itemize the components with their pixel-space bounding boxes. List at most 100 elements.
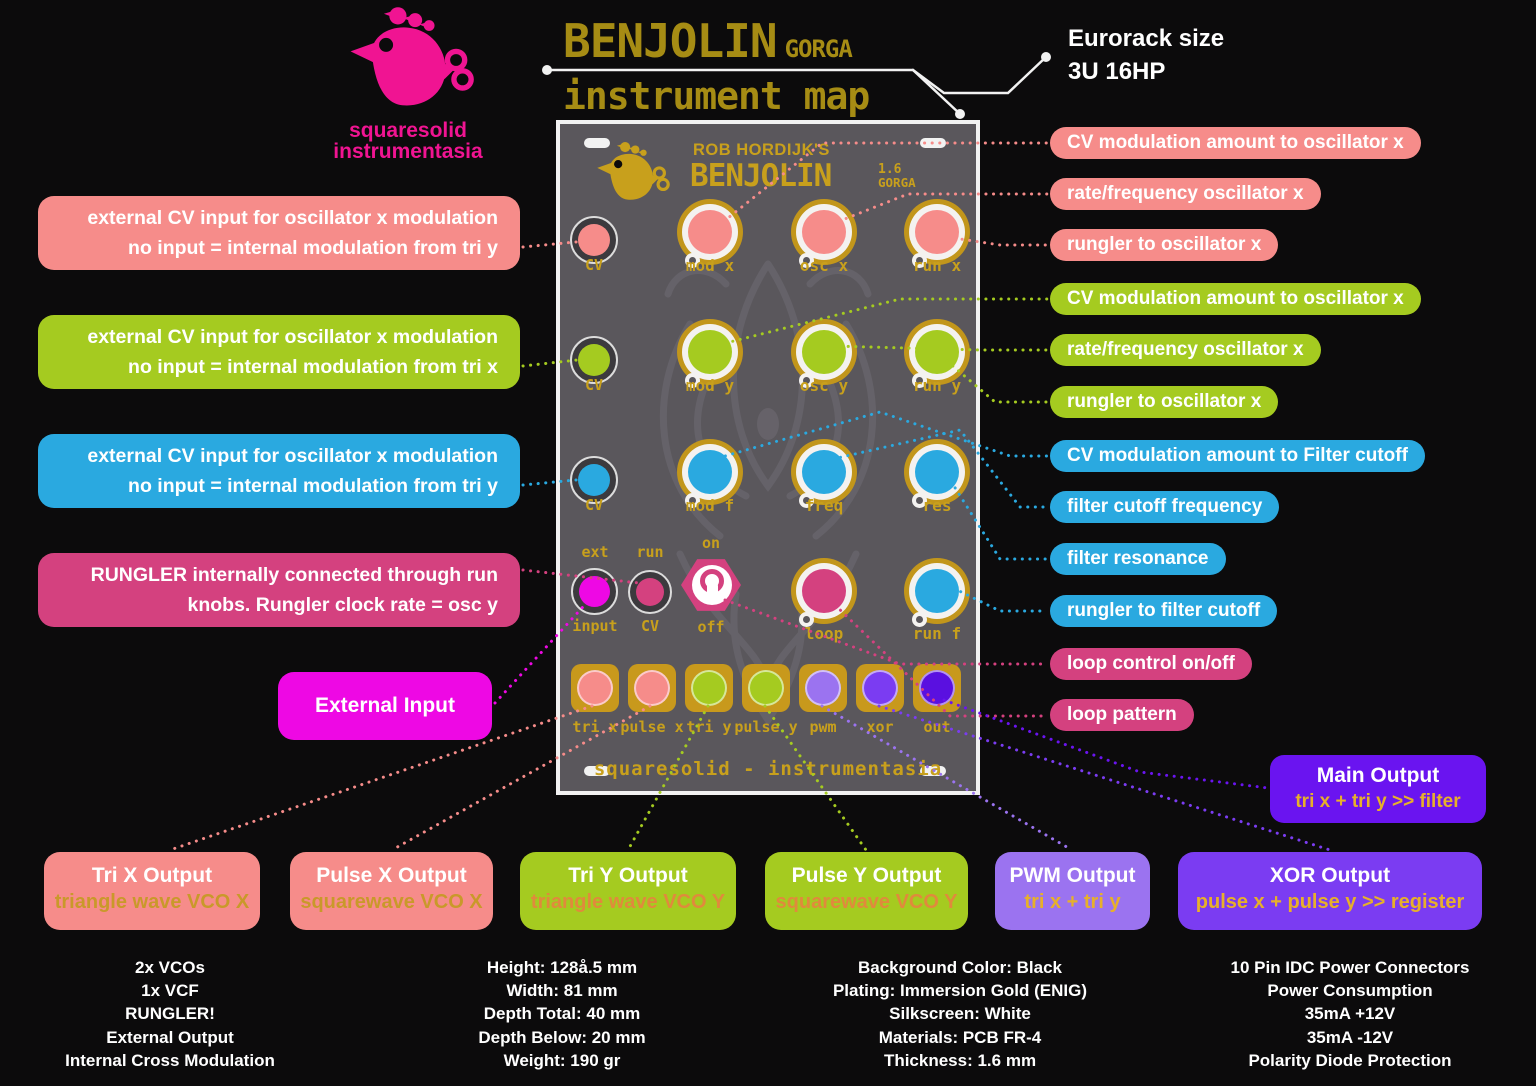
switch-on-label: on [701,534,721,552]
spec-line: RUNGLER! [125,1004,215,1024]
callout-label: External Input [314,694,456,717]
switch-off-label: off [697,618,725,636]
spec-line: Height: 128å.5 mm [486,958,638,977]
spec-line: 2x VCOs [135,958,205,977]
output-subtitle: pulse x + pulse y >> register [1195,891,1465,913]
callout-cv-mod-osc-y: CV modulation amount to oscillator x [1050,283,1421,315]
spec-line: 1x VCF [141,981,199,1001]
output-title: Pulse Y Output [791,864,942,887]
out-jack-label: out [923,718,951,736]
size-note-line2: 3U 16HP [1068,58,1166,85]
poster-title-main: BENJOLIN [563,14,778,68]
module-panel: ROB HORDIJK'S BENJOLIN 1.6 GORGA CV mod … [556,120,980,795]
pill-label: filter resonance [1067,548,1209,569]
callout-cv-x: external CV input for oscillator x modul… [38,196,520,270]
spec-line: Materials: PCB FR-4 [878,1027,1042,1047]
spec-line: 10 Pin IDC Power Connectors [1230,958,1470,977]
run-x-label: run x [912,256,962,275]
output-box-pulse-x: Pulse X Output squarewave VCO X [290,852,493,930]
callout-line: no input = internal modulation from tri … [128,237,498,259]
spec-line: Width: 81 mm [506,981,618,1001]
callout-line: knobs. Rungler clock rate = osc y [187,594,499,616]
spec-line: Depth Below: 20 mm [478,1027,646,1047]
spec-line: Polarity Diode Protection [1248,1050,1452,1070]
spec-line: 35mA -12V [1306,1027,1394,1047]
pill-label: loop control on/off [1067,653,1235,674]
pill-label: filter cutoff frequency [1067,496,1263,517]
output-box-tri-x: Tri X Output triangle wave VCO X [44,852,260,930]
spec-line: Weight: 190 gr [503,1050,621,1070]
pulse-y-jack [742,664,790,712]
run-cv-top-label: run [636,543,664,561]
callout-filter-cutoff: filter cutoff frequency [1050,491,1280,523]
osc-y-label: osc y [799,376,849,395]
callout-line: no input = internal modulation from tri … [128,475,498,497]
loop-knob [791,558,857,627]
callout-rate-osc-y: rate/frequency oscillator x [1050,334,1321,366]
spec-line: External Output [106,1027,234,1047]
callout-cv-filter: external CV input for oscillator x modul… [38,434,520,508]
spec-features: 2x VCOs 1x VCF RUNGLER! External Output … [20,956,320,1072]
callout-line: RUNGLER internally connected through run [90,564,498,586]
spec-line: Plating: Immersion Gold (ENIG) [832,981,1088,1001]
mount-hole-icon [920,138,946,148]
output-box-xor: XOR Output pulse x + pulse y >> register [1178,852,1482,930]
brand-line2: instrumentasia [333,140,483,163]
output-box-tri-y: Tri Y Output triangle wave VCO Y [520,852,736,930]
cv-y-jack-label: CV [584,376,604,394]
callout-rungler: RUNGLER internally connected through run… [38,553,520,627]
callout-cv-mod-osc-x: CV modulation amount to oscillator x [1050,127,1421,159]
spec-dimensions: Height: 128å.5 mm Width: 81 mm Depth Tot… [412,956,712,1072]
run-cv-jack [628,570,672,614]
osc-x-label: osc x [799,256,849,275]
pill-label: rate/frequency oscillator x [1067,183,1304,204]
callout-line: external CV input for oscillator x modul… [87,207,498,229]
panel-version-block: 1.6 GORGA [878,163,916,189]
pill-label: rate/frequency oscillator x [1067,339,1304,360]
callout-rungler-filter: rungler to filter cutoff [1050,595,1278,627]
poster-title-suffix: GORGA [784,35,853,63]
callout-loop-pattern: loop pattern [1050,699,1194,731]
pwm-jack [799,664,847,712]
callout-rungler-osc-x: rungler to oscillator x [1050,229,1279,261]
freq-label: freq [804,496,844,515]
spec-materials: Background Color: Black Plating: Immersi… [810,956,1110,1072]
cv-x-jack-label: CV [584,256,604,274]
output-subtitle: squarewave VCO Y [775,891,958,913]
loop-label: loop [804,624,844,643]
callout-line: external CV input for oscillator x modul… [87,326,498,348]
pill-label: CV modulation amount to Filter cutoff [1067,445,1408,466]
callout-rungler-osc-y: rungler to oscillator x [1050,386,1279,418]
callout-external-input: External Input [278,672,492,740]
poster-title: BENJOLIN GORGA [563,14,853,68]
poster-subtitle: instrument map [563,74,870,118]
eurorack-size-note: Eurorack size 3U 16HP [1068,22,1224,88]
callout-loop-control: loop control on/off [1050,648,1252,680]
xor-jack [856,664,904,712]
run-f-knob [904,558,970,627]
callout-filter-resonance: filter resonance [1050,543,1226,575]
mod-x-label: mod x [685,256,735,275]
main-output-title: Main Output [1316,764,1440,787]
spec-line: 35mA +12V [1304,1004,1396,1024]
pill-label: rungler to oscillator x [1067,391,1262,412]
res-label: res [922,496,952,515]
main-output-subtitle: tri x + tri y >> filter [1295,791,1461,812]
panel-footer: squaresolid - instrumentasia [593,758,943,780]
panel-name: BENJOLIN [690,158,832,194]
output-title: Tri Y Output [568,864,688,887]
spec-line: Power Consumption [1267,981,1433,1001]
brand-bird-logo-icon [348,4,478,116]
output-title: Tri X Output [91,864,213,887]
pill-label: CV modulation amount to oscillator x [1067,132,1404,153]
cv-f-jack-label: CV [584,496,604,514]
callout-rate-osc-x: rate/frequency oscillator x [1050,178,1321,210]
pulse-x-jack [628,664,676,712]
output-subtitle: triangle wave VCO Y [530,891,726,913]
main-output-box: Main Output tri x + tri y >> filter [1270,755,1486,823]
run-y-label: run y [912,376,962,395]
tri-x-jack [571,664,619,712]
output-title: PWM Output [1009,864,1136,887]
mod-y-label: mod y [685,376,735,395]
spec-line: Internal Cross Modulation [65,1050,275,1070]
